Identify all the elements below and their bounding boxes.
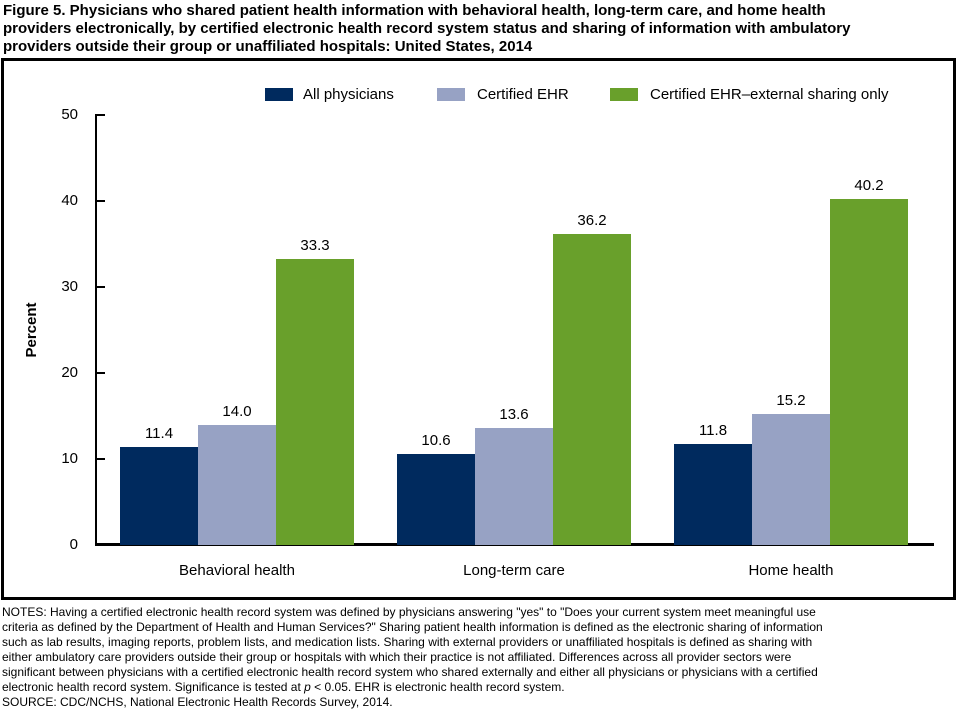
notes-segment-italic-p: p: [304, 680, 311, 694]
y-tick: [95, 372, 105, 374]
notes-segment: electronic health record system. Signifi…: [2, 680, 305, 694]
y-tick-label: 50: [61, 106, 78, 123]
bar-certified-ehr: [475, 428, 553, 545]
bar-all-physicians: [397, 453, 475, 545]
bar-value-label: 10.6: [421, 431, 451, 449]
bar-value-label: 14.0: [222, 402, 252, 420]
figure-title: Figure 5. Physicians who shared patient …: [0, 2, 950, 56]
y-tick-label: 40: [61, 192, 78, 209]
legend-swatch-certified-ehr-external: [610, 88, 638, 101]
y-axis-title: Percent: [23, 302, 40, 358]
bar-certified-ehr-external-sharing-only: [276, 258, 354, 545]
bar-certified-ehr: [198, 424, 276, 545]
y-tick-label: 10: [61, 450, 78, 467]
y-axis-line: [95, 115, 97, 545]
bar-value-label: 13.6: [499, 406, 529, 424]
y-tick: [95, 114, 105, 116]
y-tick-label: 0: [69, 536, 78, 553]
legend-swatch-all-physicians: [265, 88, 293, 101]
y-tick: [95, 286, 105, 288]
source-line: SOURCE: CDC/NCHS, National Electronic He…: [2, 695, 393, 709]
y-tick-label: 30: [61, 278, 78, 295]
y-tick-label: 20: [61, 364, 78, 381]
notes-line: electronic health record system. Signifi…: [2, 680, 958, 695]
notes-line: either ambulatory care providers outside…: [2, 650, 792, 664]
bar-certified-ehr: [752, 414, 830, 545]
legend-label-certified-ehr: Certified EHR: [477, 86, 569, 103]
notes-line: NOTES: Having a certified electronic hea…: [2, 605, 816, 619]
bar-value-label: 33.3: [300, 236, 330, 254]
bar-all-physicians: [674, 443, 752, 545]
legend-swatch-certified-ehr: [437, 88, 465, 101]
bar-all-physicians: [120, 446, 198, 545]
bar-value-label: 15.2: [776, 392, 806, 410]
legend-label-certified-ehr-external: Certified EHR–external sharing only: [650, 86, 889, 103]
figure-title-line-3: providers outside their group or unaffil…: [3, 38, 533, 55]
category-label-long-term-care: Long-term care: [463, 562, 565, 579]
bar-value-label: 11.8: [698, 421, 728, 439]
bar-value-label: 11.4: [144, 424, 174, 442]
notes-line: significant between physicians with a ce…: [2, 665, 818, 679]
category-label-home-health: Home health: [748, 562, 834, 579]
legend-label-all-physicians: All physicians: [303, 86, 394, 103]
notes-line: criteria as defined by the Department of…: [2, 620, 823, 634]
notes-block: NOTES: Having a certified electronic hea…: [2, 605, 958, 710]
bar-certified-ehr-external-sharing-only: [553, 233, 631, 545]
y-tick: [95, 458, 105, 460]
figure-title-line-1: Figure 5. Physicians who shared patient …: [3, 2, 826, 19]
category-label-behavioral-health: Behavioral health: [179, 562, 295, 579]
notes-segment: < 0.05. EHR is electronic health record …: [310, 680, 565, 694]
bar-value-label: 40.2: [854, 177, 884, 195]
bar-value-label: 36.2: [577, 211, 607, 229]
bar-certified-ehr-external-sharing-only: [830, 199, 908, 545]
notes-line: such as lab results, imaging reports, pr…: [2, 635, 813, 649]
y-tick: [95, 200, 105, 202]
figure-title-line-2: providers electronically, by certified e…: [3, 20, 851, 37]
